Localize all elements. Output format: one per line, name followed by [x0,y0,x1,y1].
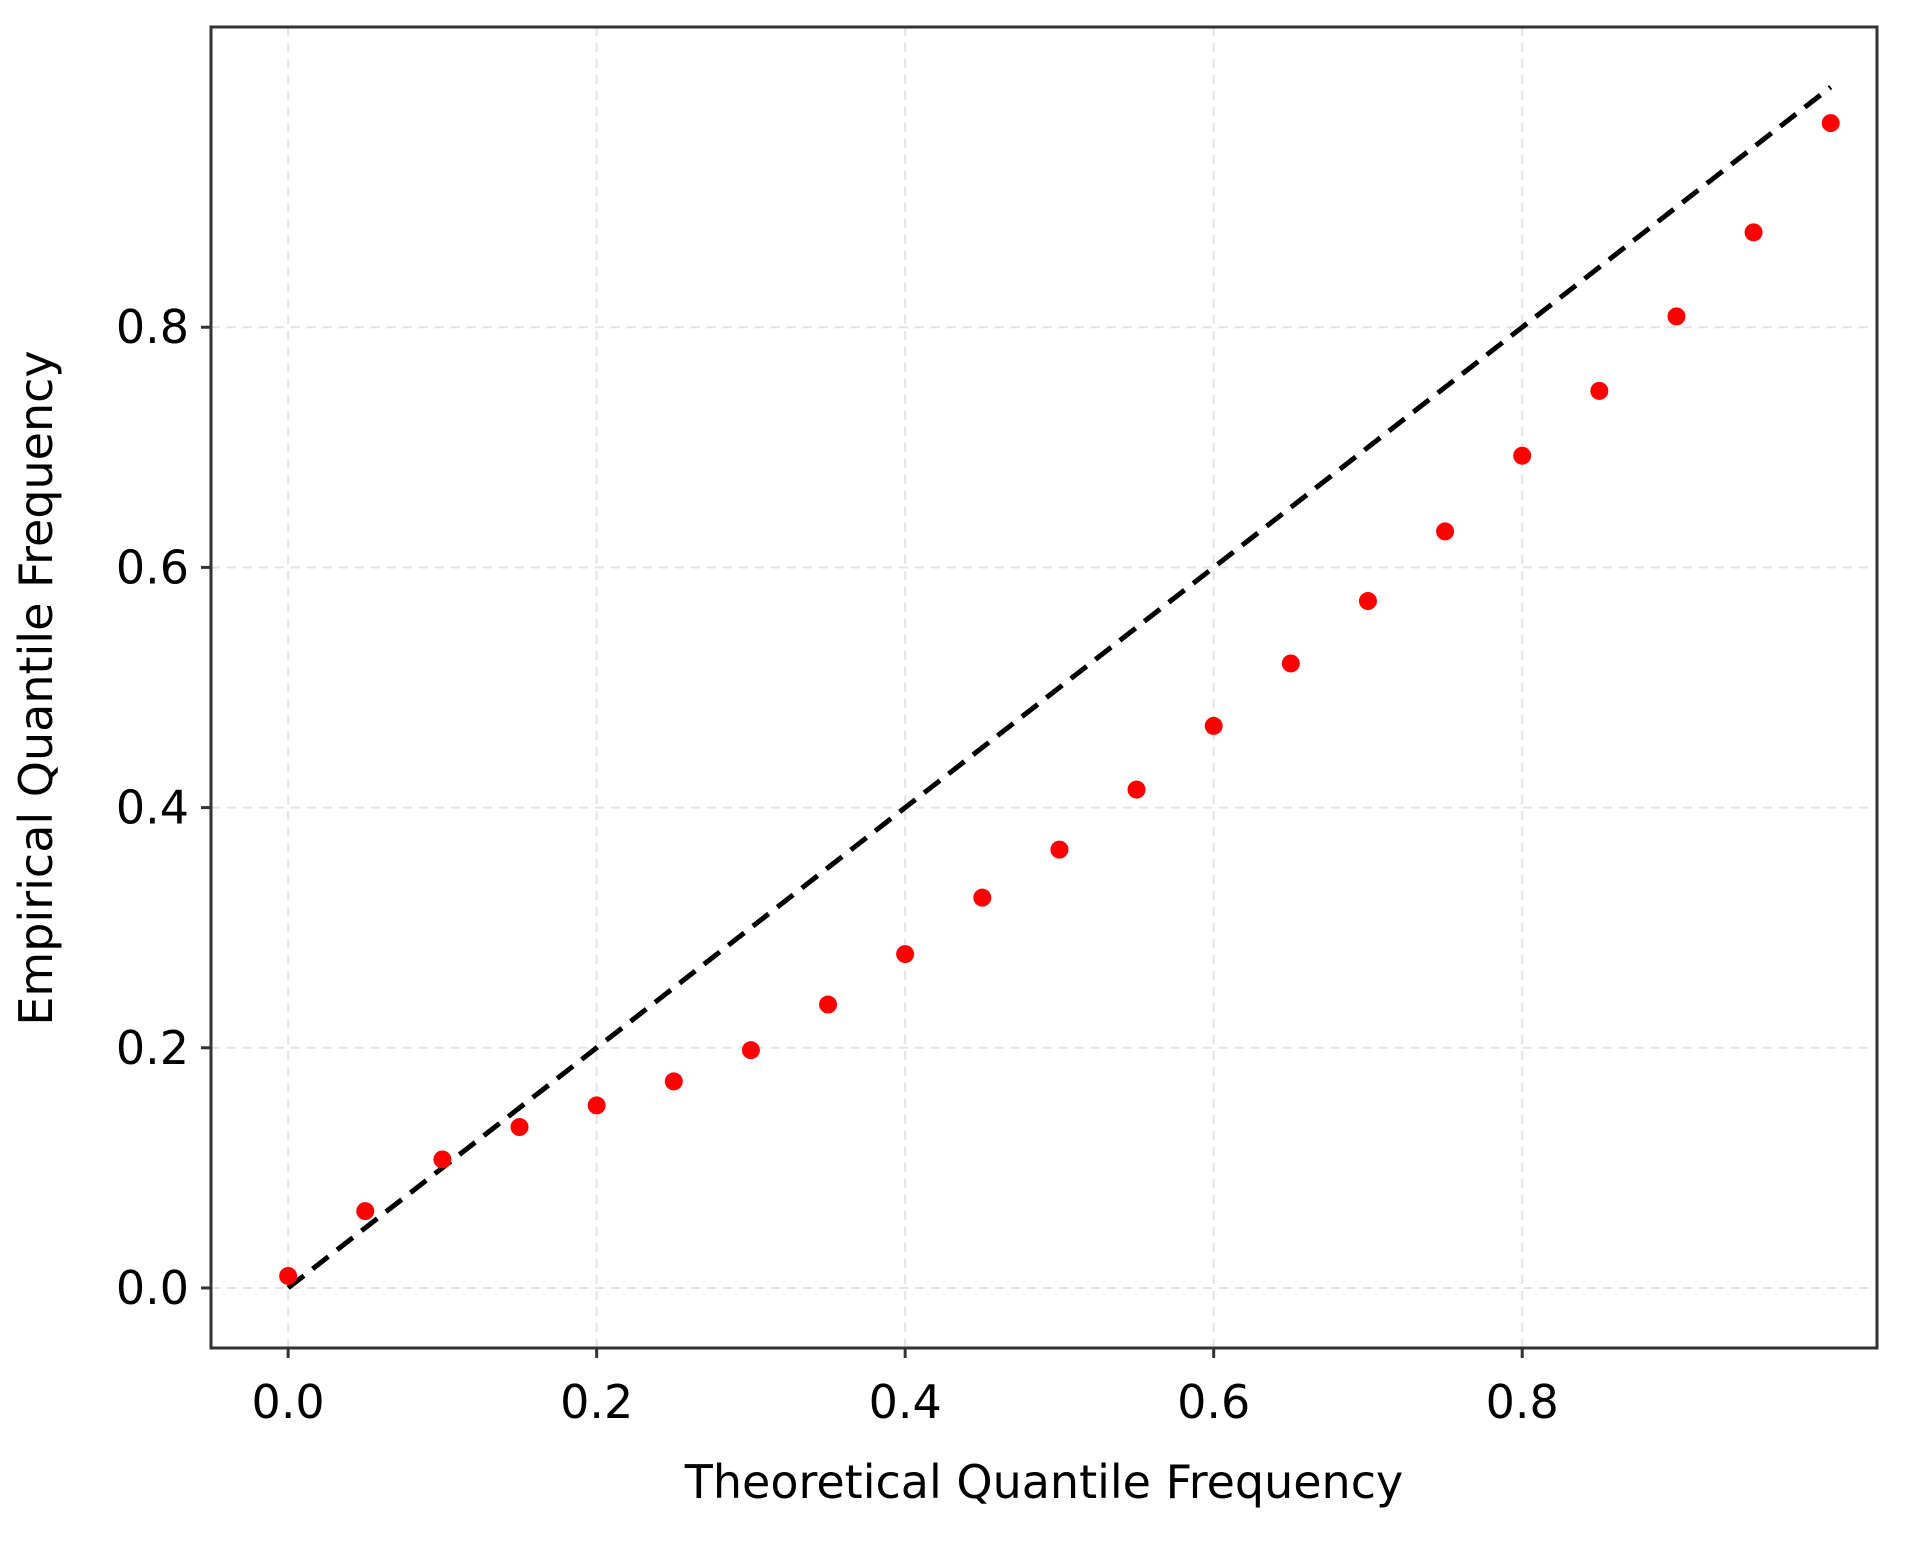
data-point-0-3 [510,1118,529,1137]
x-tick-label-0: 0.0 [252,1375,325,1429]
x-tick-label-4: 0.8 [1486,1375,1559,1429]
data-point-0-2 [433,1150,452,1169]
y-axis-ticks: 0.0 0.2 0.4 0.6 0.8 [116,300,211,1315]
x-axis-label: Theoretical Quantile Frequency [684,1455,1403,1509]
grid [211,27,1877,1348]
data-point-0-9 [973,888,992,907]
data-point-0-6 [741,1041,760,1060]
plot-frame [209,25,1879,1350]
data-point-0-7 [819,995,838,1014]
data-point-0-8 [896,945,915,964]
data-point-0-13 [1281,654,1300,673]
scatter-points [279,114,1840,1285]
y-tick-label-1: 0.2 [116,1021,189,1075]
reference-line [286,85,1833,1290]
data-point-0-14 [1358,592,1377,611]
data-point-0-5 [664,1072,683,1091]
x-axis-ticks: 0.0 0.2 0.4 0.6 0.8 [252,1348,1559,1429]
data-point-0-20 [1821,114,1840,133]
data-point-0-15 [1436,522,1455,541]
reference-line-layer [286,85,1833,1290]
data-point-0-12 [1204,716,1223,735]
data-point-0-10 [1050,840,1069,859]
x-tick-label-1: 0.2 [560,1375,633,1429]
x-tick-label-2: 0.4 [869,1375,942,1429]
data-point-0-11 [1127,780,1146,799]
data-point-0-0 [279,1266,298,1285]
data-point-0-19 [1744,223,1763,242]
y-axis-label: Empirical Quantile Frequency [9,350,63,1025]
y-tick-label-0: 0.0 [116,1261,189,1315]
y-tick-label-3: 0.6 [116,540,189,594]
data-point-0-18 [1667,307,1686,326]
y-tick-label-4: 0.8 [116,300,189,354]
x-tick-label-3: 0.6 [1177,1375,1250,1429]
data-point-0-1 [356,1202,375,1221]
y-tick-label-2: 0.4 [116,781,189,835]
data-point-0-16 [1513,446,1532,465]
data-point-0-4 [587,1096,606,1115]
data-point-0-17 [1590,381,1609,400]
